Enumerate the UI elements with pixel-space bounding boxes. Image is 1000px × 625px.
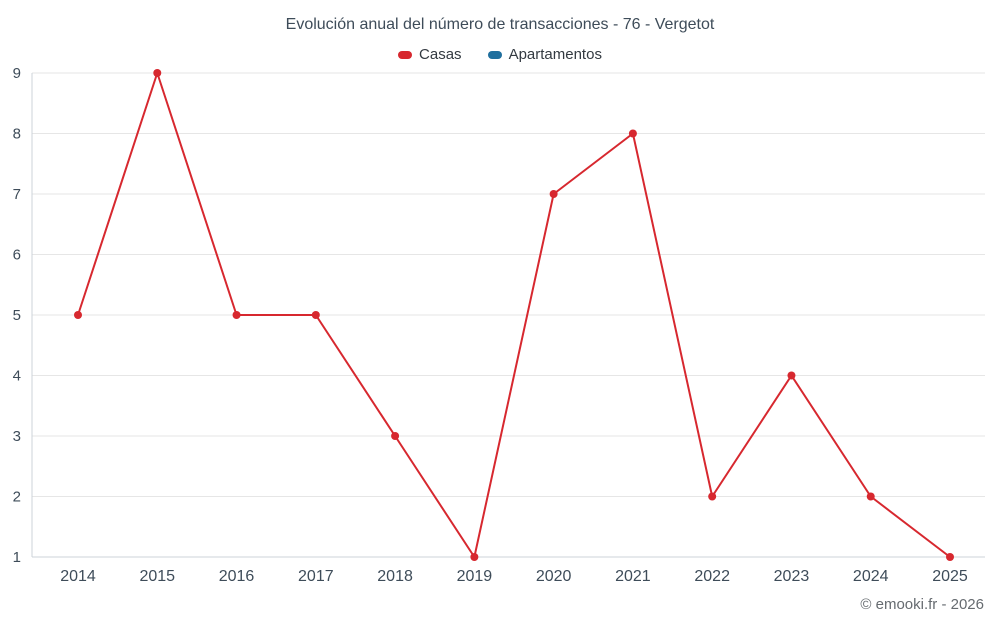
svg-text:6: 6 xyxy=(13,247,21,264)
legend-label-casas: Casas xyxy=(419,46,462,63)
svg-text:2017: 2017 xyxy=(298,568,334,585)
svg-text:2019: 2019 xyxy=(457,568,493,585)
svg-text:4: 4 xyxy=(13,368,21,385)
svg-text:5: 5 xyxy=(13,307,21,324)
svg-text:2014: 2014 xyxy=(60,568,96,585)
svg-text:2018: 2018 xyxy=(377,568,413,585)
chart-legend: Casas Apartamentos xyxy=(0,46,1000,63)
chart-title: Evolución anual del número de transaccio… xyxy=(285,16,715,33)
svg-text:2024: 2024 xyxy=(853,568,889,585)
svg-text:2015: 2015 xyxy=(139,568,175,585)
svg-text:7: 7 xyxy=(13,186,21,203)
legend-item-apartamentos[interactable]: Apartamentos xyxy=(487,46,602,63)
legend-label-apartamentos: Apartamentos xyxy=(508,46,602,63)
svg-text:2: 2 xyxy=(13,489,21,506)
legend-marker-apartamentos-icon xyxy=(487,50,502,59)
legend-marker-casas-icon xyxy=(398,50,413,59)
svg-text:1: 1 xyxy=(13,549,21,566)
footer-credit: © emooki.fr - 2026 xyxy=(860,596,984,613)
svg-text:2016: 2016 xyxy=(219,568,255,585)
svg-text:2025: 2025 xyxy=(932,568,968,585)
svg-text:9: 9 xyxy=(13,65,21,82)
legend-item-casas[interactable]: Casas xyxy=(398,46,462,63)
svg-text:2022: 2022 xyxy=(694,568,730,585)
svg-text:2020: 2020 xyxy=(536,568,572,585)
svg-text:2023: 2023 xyxy=(774,568,810,585)
svg-text:2021: 2021 xyxy=(615,568,651,585)
svg-text:8: 8 xyxy=(13,126,21,143)
svg-text:3: 3 xyxy=(13,428,21,445)
